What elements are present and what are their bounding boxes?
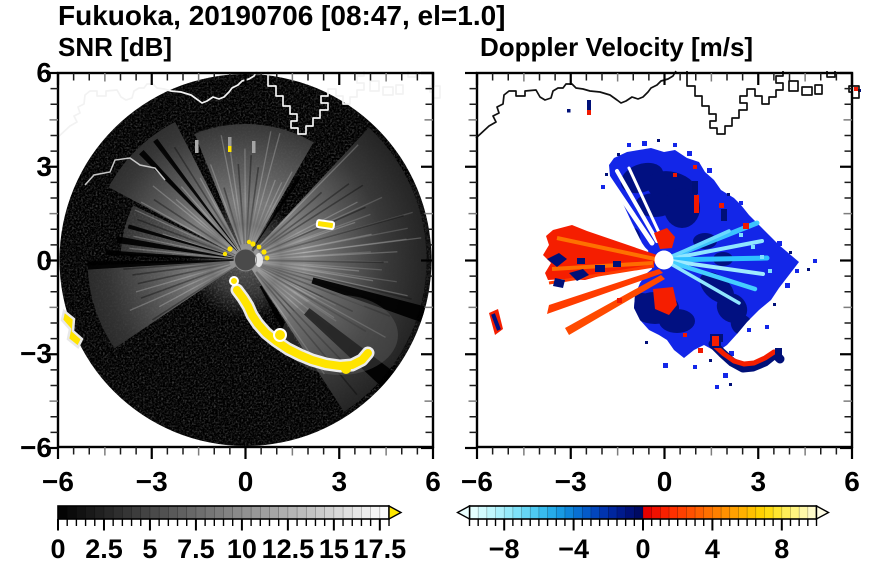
snr-y-tick-label: 0 xyxy=(36,244,52,276)
doppler-red-details xyxy=(617,165,749,353)
snr-ne-clutter-dash xyxy=(315,219,336,230)
doppler-x-tick-label: −6 xyxy=(461,466,493,497)
snr-y-tick-label: −6 xyxy=(20,432,52,463)
snr-coast-marks xyxy=(195,137,256,153)
snr-x-tick-label: −3 xyxy=(135,466,168,497)
doppler-colorbar xyxy=(456,504,830,531)
snr-clutter-arc xyxy=(229,276,375,374)
snr-colorbar-label: 7.5 xyxy=(177,534,215,564)
doppler-cyan-streaks xyxy=(661,220,770,305)
doppler-radar-center xyxy=(654,250,674,270)
doppler-x-tick-label: 3 xyxy=(750,466,767,497)
snr-y-tick-label: 3 xyxy=(36,150,52,182)
doppler-axes-frame xyxy=(465,71,854,459)
doppler-red-wedge xyxy=(543,225,665,335)
doppler-x-tick-label: 6 xyxy=(844,466,860,497)
doppler-x-tick-label: 0 xyxy=(656,466,673,497)
snr-axes-frame xyxy=(46,71,435,459)
doppler-colorbar-label: 4 xyxy=(704,534,720,564)
snr-west-clutter-patch xyxy=(60,308,84,349)
snr-colorbar-label: 17.5 xyxy=(353,534,407,564)
doppler-colorbar-label: −4 xyxy=(558,534,589,564)
snr-shadow-rays xyxy=(87,138,426,387)
snr-x-tick-label: −6 xyxy=(42,466,74,497)
snr-colorbar-label: 2.5 xyxy=(85,534,123,564)
snr-panel-plot xyxy=(46,70,441,459)
snr-x-tick-label: 0 xyxy=(237,466,254,497)
doppler-x-tick-label: −3 xyxy=(554,466,587,497)
snr-colorbar-label: 12.5 xyxy=(261,534,315,564)
snr-near-radar-dots xyxy=(222,239,270,261)
snr-colorbar-label: 15 xyxy=(318,534,349,564)
snr-colorbar xyxy=(57,504,403,531)
snr-x-tick-label: 3 xyxy=(331,466,348,497)
doppler-colorbar-label: 8 xyxy=(774,534,790,564)
doppler-west-patch xyxy=(489,309,503,335)
coastline xyxy=(56,70,441,139)
figure-title: Fukuoka, 20190706 [08:47, el=1.0] xyxy=(58,0,506,31)
coastline xyxy=(475,70,860,139)
snr-colorbar-label: 5 xyxy=(142,534,158,564)
doppler-white-gap-wedges xyxy=(602,166,664,253)
snr-x-tick-label: 6 xyxy=(425,466,441,497)
doppler-cyan-specks xyxy=(739,233,772,273)
doppler-panel-title: Doppler Velocity [m/s] xyxy=(480,32,754,62)
doppler-se-clutter-arc xyxy=(708,334,785,373)
snr-panel-title: SNR [dB] xyxy=(58,32,173,62)
doppler-panel-plot xyxy=(465,70,861,459)
snr-y-tick-label: 6 xyxy=(36,57,52,88)
snr-radar-center xyxy=(234,248,263,272)
doppler-colorbar-label: −8 xyxy=(488,534,520,564)
snr-colorbar-label: 10 xyxy=(226,534,257,564)
snr-colorbar-label: 0 xyxy=(50,534,66,564)
snr-inland-line xyxy=(84,157,166,186)
snr-y-tick-label: −3 xyxy=(20,338,52,370)
doppler-colorbar-label: 0 xyxy=(635,534,651,564)
